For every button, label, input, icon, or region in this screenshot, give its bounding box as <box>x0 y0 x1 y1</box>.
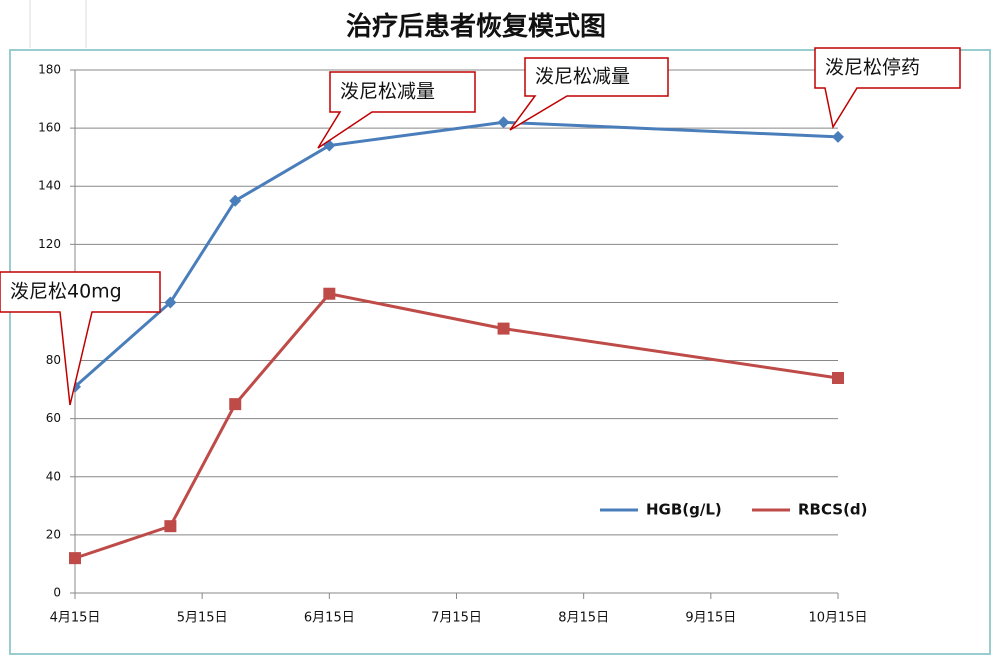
chart-frame <box>9 49 991 655</box>
legend-label: RBCS(d) <box>798 501 868 519</box>
marker <box>497 116 510 129</box>
x-tick-label: 4月15日 <box>50 611 101 626</box>
y-tick-label: 180 <box>38 63 61 77</box>
series-line <box>74 120 839 388</box>
x-tick-label: 10月15日 <box>808 611 867 626</box>
marker <box>323 287 336 300</box>
marker <box>164 296 177 309</box>
x-tick-label: 5月15日 <box>177 611 228 626</box>
y-tick-label: 60 <box>46 411 61 425</box>
callout-box <box>317 71 476 149</box>
marker <box>832 130 844 143</box>
y-tick-label: 40 <box>46 469 61 483</box>
x-tick-label: 6月15日 <box>304 611 355 626</box>
callout-text: 泼尼松减量 <box>535 66 630 88</box>
legend-label: HGB(g/L) <box>646 501 722 519</box>
marker <box>69 552 81 565</box>
y-tick-label: 0 <box>53 586 61 600</box>
y-tick-label: 80 <box>46 353 61 367</box>
x-tick-label: 7月15日 <box>431 611 482 626</box>
callout-text: 泼尼松40mg <box>10 281 122 303</box>
marker <box>832 371 844 384</box>
y-tick-label: 140 <box>38 179 61 193</box>
y-tick-label: 120 <box>38 237 61 251</box>
callout-box <box>0 271 161 406</box>
y-tick-label: 160 <box>38 121 61 135</box>
chart-title: 治疗后患者恢复模式图 <box>346 11 606 42</box>
marker <box>229 398 242 411</box>
marker <box>164 520 177 533</box>
callout-text: 泼尼松减量 <box>340 81 435 103</box>
callout-text: 泼尼松停药 <box>825 57 920 79</box>
series-line <box>74 292 839 560</box>
callout-box <box>814 47 961 130</box>
marker <box>229 194 242 207</box>
marker <box>497 322 510 335</box>
x-tick-label: 8月15日 <box>558 611 609 626</box>
y-tick-label: 20 <box>46 527 61 541</box>
callout-box <box>509 57 669 131</box>
x-tick-label: 9月15日 <box>685 611 736 626</box>
